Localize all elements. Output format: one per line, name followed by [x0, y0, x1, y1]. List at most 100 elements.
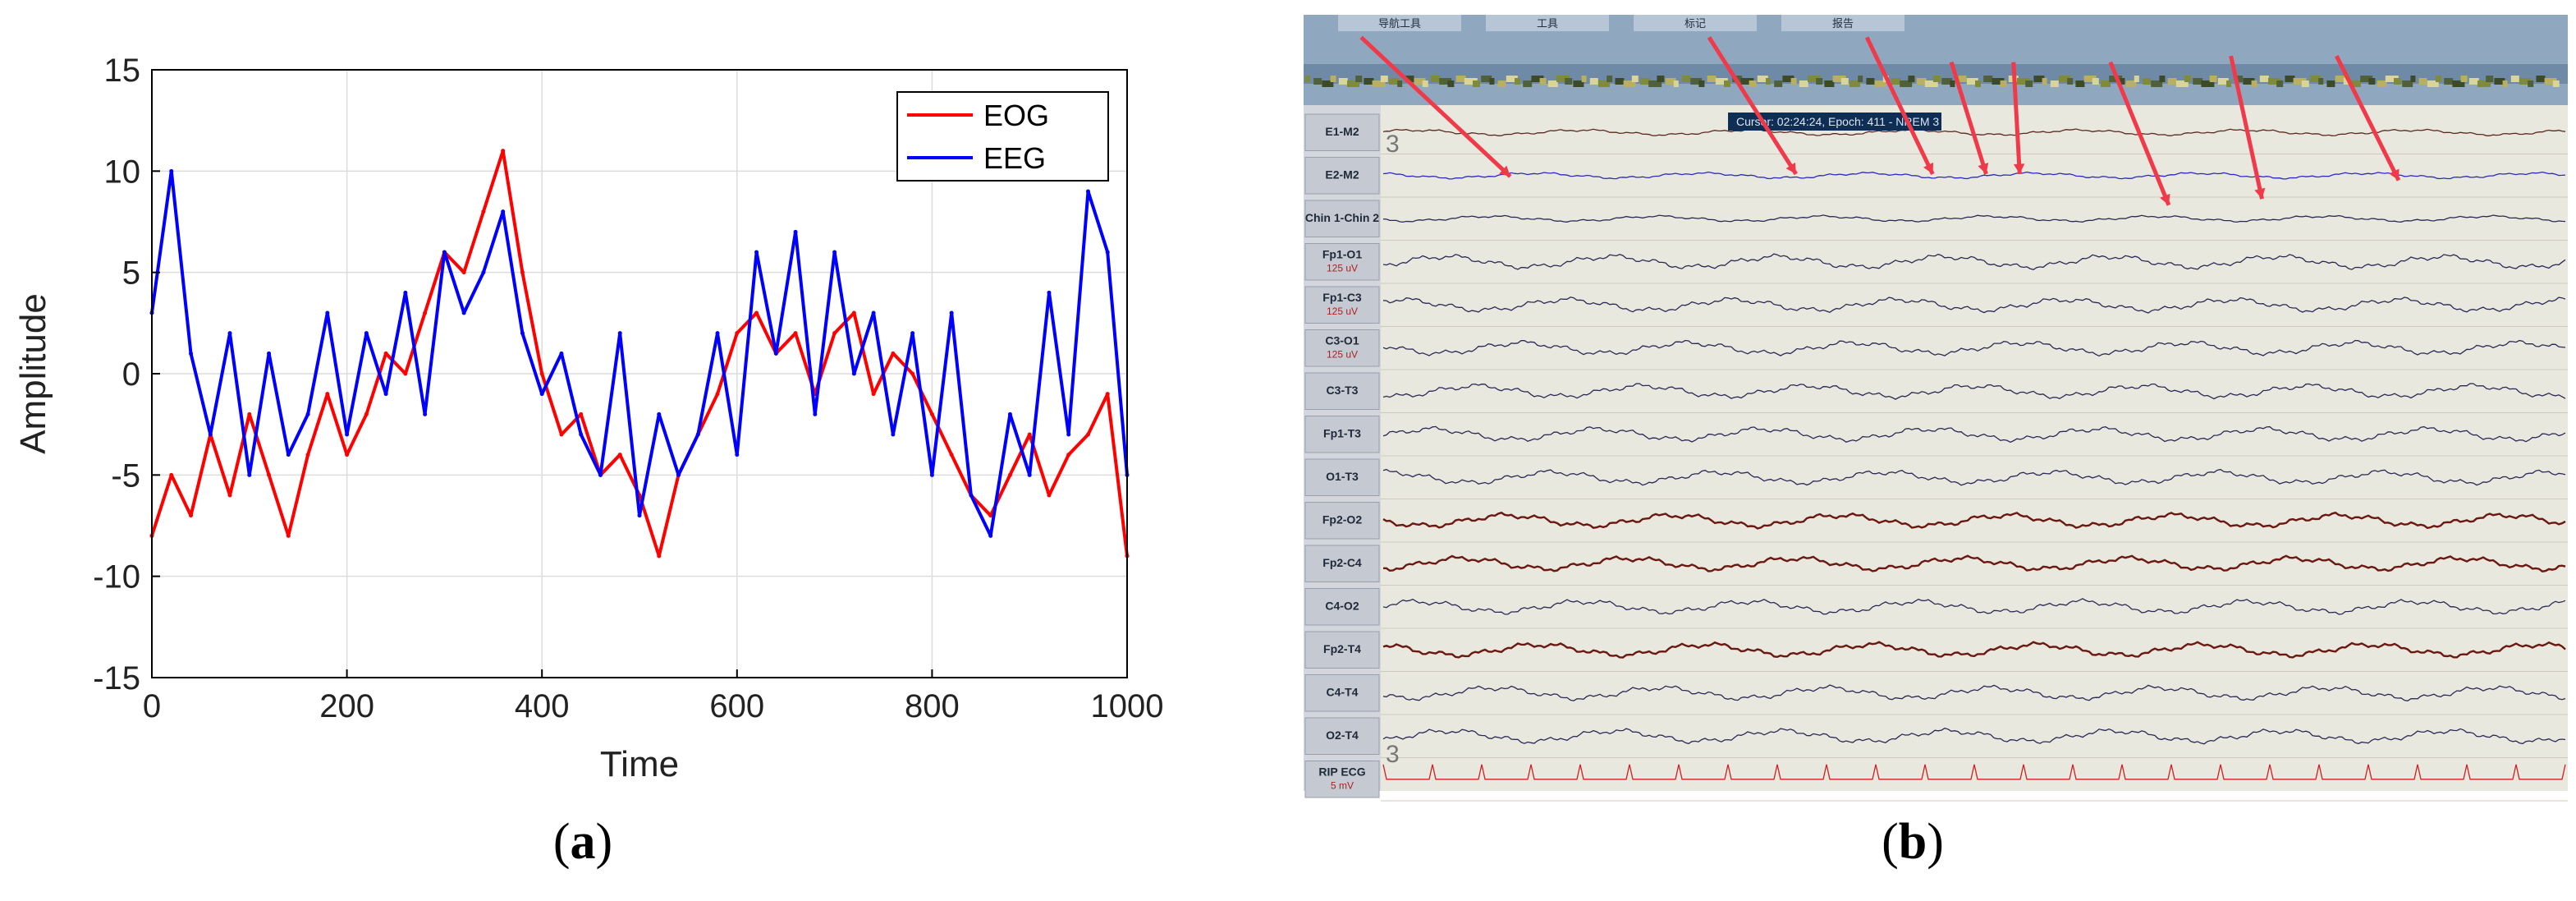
channel-row[interactable]: C4-T4 [1304, 674, 2568, 715]
data-point-eeg [364, 331, 369, 336]
data-point-eeg [345, 432, 350, 437]
data-point-eog [617, 453, 622, 457]
hypnogram-segment [1698, 80, 1705, 87]
menu-tab[interactable]: 报告 [1781, 15, 1904, 31]
hypnogram-segment [1808, 76, 1820, 82]
hypnogram-segment [1816, 78, 1823, 85]
data-point-eog [227, 493, 232, 498]
hypnogram-segment [2536, 76, 2546, 82]
channel-label: RIP ECG [1318, 765, 1365, 779]
x-tick-label: 0 [143, 688, 161, 724]
data-point-eog [189, 513, 194, 518]
hypnogram-segment [1397, 80, 1403, 87]
waveform-trace [1382, 171, 2566, 180]
hypnogram-segment [2352, 80, 2361, 87]
arrow-shaft [2108, 61, 2171, 206]
y-tick-label: 0 [122, 356, 140, 393]
hypnogram-segment [1690, 78, 1703, 85]
channel-row[interactable]: Fp1-T3 [1304, 416, 2568, 457]
data-point-eog [364, 411, 369, 416]
x-tick-label: 1000 [1091, 688, 1164, 724]
red-arrow-icon [1707, 36, 1798, 176]
channel-row[interactable]: Chin 1-Chin 2 [1304, 200, 2568, 241]
channel-row[interactable]: Fp1-C3 125 uV [1304, 286, 2568, 327]
hypnogram-segment [2193, 78, 2203, 85]
hypnogram-segment [2184, 76, 2191, 82]
channel-row[interactable]: Fp1-O1 125 uV [1304, 243, 2568, 284]
arrow-shaft [1359, 35, 1512, 178]
channel-row[interactable]: Fp2-T4 [1304, 631, 2568, 672]
channel-label-bg [1304, 416, 1380, 453]
hypnogram-segment [1983, 76, 1993, 82]
data-point-eeg [793, 229, 798, 234]
channel-row[interactable]: E2-M2 [1304, 157, 2568, 198]
caption-b-letter: b [1898, 814, 1927, 870]
menu-tab[interactable]: 工具 [1486, 15, 1609, 31]
data-point-eog [579, 411, 584, 416]
hypnogram-segment [1766, 78, 1771, 85]
waveform-trace [1382, 764, 2566, 780]
x-tick-label: 200 [319, 688, 374, 724]
arrow-shaft [1864, 36, 1935, 175]
legend: EOG EEG [896, 91, 1109, 182]
waveform-trace [1382, 598, 2566, 615]
hypnogram-segment [2343, 78, 2349, 85]
hypnogram-segment [1372, 80, 1386, 87]
hypnogram-segment [1422, 80, 1428, 87]
arrow-shaft [2335, 54, 2401, 182]
hypnogram-segment [1623, 80, 1636, 87]
hypnogram-segment [2360, 76, 2373, 82]
data-point-eeg [617, 331, 622, 336]
channel-row[interactable]: O1-T3 [1304, 458, 2568, 499]
hypnogram-segment [1665, 78, 1676, 85]
hypnogram-segment [1824, 80, 1835, 87]
hypnogram-segment [2410, 76, 2416, 82]
menu-tab-label: 报告 [1832, 17, 1854, 30]
data-point-eog [1105, 392, 1110, 397]
hypnogram-segment [1891, 78, 1900, 85]
menu-tab[interactable]: 导航工具 [1338, 15, 1461, 31]
caption-a: (a) [493, 813, 673, 871]
screen-background [1304, 15, 2568, 791]
channel-label-bg [1304, 545, 1380, 582]
channel-row[interactable]: C3-T3 [1304, 372, 2568, 413]
hypnogram-segment [2544, 78, 2557, 85]
channel-label: C4-O2 [1325, 600, 1359, 613]
data-point-eog [793, 331, 798, 336]
data-point-eeg [247, 472, 252, 477]
data-point-eeg [579, 432, 584, 437]
data-point-eog [1085, 432, 1090, 437]
channel-row[interactable]: C3-O1 125 uV [1304, 329, 2568, 370]
channel-label: Fp2-O2 [1322, 513, 1362, 526]
scale-marker-top: 3 [1386, 131, 1400, 158]
channel-row[interactable]: E1-M2 [1304, 113, 2568, 154]
arrow-head [2013, 163, 2025, 174]
hypnogram-segment [2326, 80, 2335, 87]
channel-row[interactable]: Fp2-C4 [1304, 545, 2568, 586]
data-point-eog [247, 411, 252, 416]
hypnogram-segment [1355, 76, 1363, 82]
channel-row[interactable]: O2-T4 [1304, 717, 2568, 758]
channel-label: E1-M2 [1325, 125, 1359, 138]
x-axis-label: Time [600, 744, 679, 784]
menu-tab[interactable]: 标记 [1634, 15, 1757, 31]
hypnogram-segment [1992, 78, 2005, 85]
hypnogram-segment [1489, 78, 1495, 85]
channel-label-bg [1304, 588, 1380, 626]
red-arrow-icon [1949, 61, 1989, 175]
waveform-trace [1382, 253, 2566, 271]
hypnogram-segment [2276, 80, 2284, 87]
caption-b: (b) [1822, 813, 2003, 871]
data-point-eeg [169, 168, 174, 173]
hypnogram-segment [1473, 80, 1480, 87]
hypnogram-segment [2134, 76, 2139, 82]
hypnogram-segment [2301, 80, 2309, 87]
hypnogram-segment [2067, 78, 2074, 85]
channel-row[interactable]: C4-O2 [1304, 588, 2568, 629]
hypnogram-segment [1933, 76, 1941, 82]
hypnogram-segment [2159, 76, 2166, 82]
channel-row[interactable]: Fp2-O2 [1304, 502, 2568, 543]
hypnogram-segment [2394, 78, 2401, 85]
data-point-eog [988, 513, 993, 518]
